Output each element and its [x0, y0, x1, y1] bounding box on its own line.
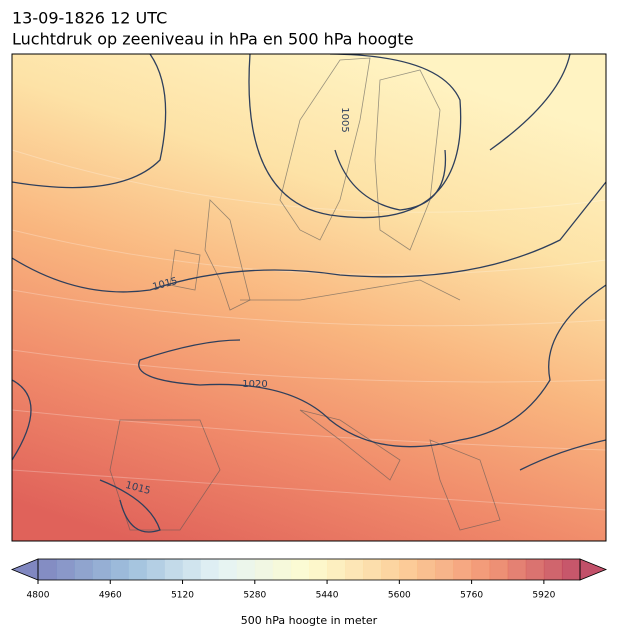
colorbar-label: 500 hPa hoogte in meter — [241, 614, 378, 627]
colorbar-segment — [507, 559, 527, 580]
colorbar-arrow — [10, 558, 39, 581]
colorbar-frame — [37, 558, 581, 581]
colorbar-segment — [561, 559, 581, 580]
colorbar-tick-label: 4960 — [99, 591, 122, 601]
map-background — [12, 54, 606, 541]
colorbar-tick-label: 5280 — [243, 591, 266, 601]
title-line: 13-09-1826 12 UTC — [12, 9, 167, 28]
colorbar-segment — [435, 559, 455, 580]
isobar-label: 1020 — [242, 379, 267, 390]
colorbar-segment — [200, 559, 220, 580]
height-bands — [12, 149, 606, 511]
colorbar-segment — [399, 559, 418, 580]
map: 1005 1015 1020 1015 — [12, 54, 606, 541]
colorbar-segment — [56, 559, 75, 580]
colorbar-segment — [363, 559, 382, 580]
colorbar-tick-label: 5120 — [171, 591, 194, 601]
colorbar-segment — [146, 559, 165, 580]
colorbar-segment — [489, 559, 509, 580]
colorbar-segment — [182, 559, 202, 580]
colorbar: 4800 4960 5120 5280 5440 5600 5760 5920 — [10, 558, 608, 601]
colorbar-segment — [110, 559, 129, 580]
colorbar-segment — [74, 559, 93, 580]
colorbar-segment — [543, 559, 563, 580]
colorbar-segment — [38, 559, 57, 580]
colorbar-segment — [525, 559, 545, 580]
colorbar-tick-label: 5920 — [532, 591, 555, 601]
coastlines — [109, 57, 501, 531]
colorbar-segment — [345, 559, 364, 580]
title-line: Luchtdruk op zeeniveau in hPa en 500 hPa… — [12, 30, 414, 49]
colorbar-segment — [290, 559, 310, 580]
colorbar-segment — [164, 559, 184, 580]
colorbar-tick-label: 5760 — [460, 591, 483, 601]
colorbar-segment — [272, 559, 292, 580]
colorbar-arrow — [579, 558, 608, 581]
colorbar-segment — [381, 559, 400, 580]
colorbar-segment — [128, 559, 147, 580]
colorbar-segment — [453, 559, 473, 580]
colorbar-tick-label: 5600 — [388, 591, 411, 601]
map-frame — [11, 53, 607, 542]
colorbar-segment — [254, 559, 274, 580]
colorbar-tick-label: 4800 — [27, 591, 50, 601]
isobars — [12, 54, 606, 533]
colorbar-segment — [309, 559, 328, 580]
colorbar-segment — [417, 559, 436, 580]
colorbar-segment — [218, 559, 238, 580]
colorbar-segment — [327, 559, 346, 580]
isobar-label: 1005 — [339, 107, 350, 132]
colorbar-segment — [471, 559, 491, 580]
colorbar-tick-label: 5440 — [316, 591, 339, 601]
colorbar-segment — [236, 559, 256, 580]
colorbar-segment — [92, 559, 111, 580]
